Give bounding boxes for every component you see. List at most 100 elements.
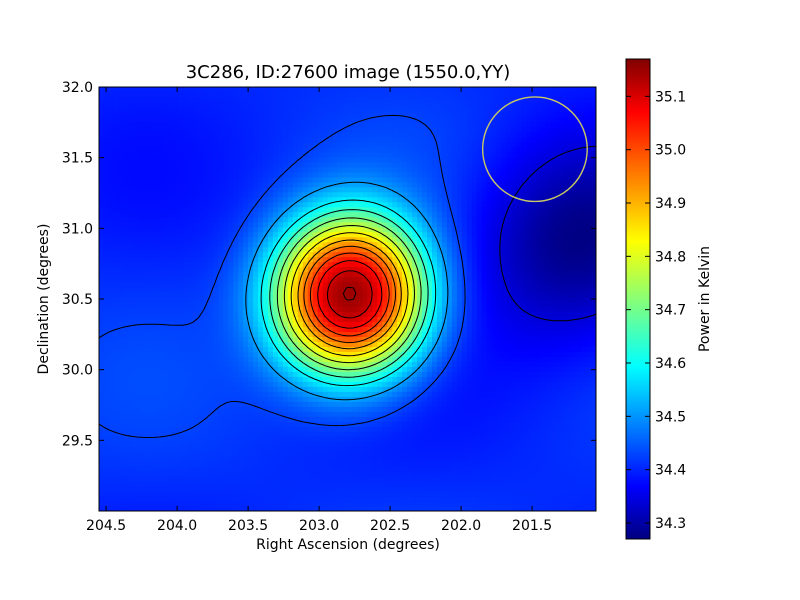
heatmap-cell (287, 106, 294, 113)
heatmap-cell (347, 441, 354, 447)
heatmap-cell (113, 221, 120, 228)
heatmap-cell (347, 351, 354, 357)
heatmap-cell (263, 386, 269, 392)
heatmap-cell (342, 371, 349, 377)
heatmap-cell (292, 481, 299, 487)
heatmap-cell (123, 371, 130, 377)
heatmap-cell (99, 161, 105, 168)
heatmap-cell (248, 131, 254, 138)
heatmap-cell (312, 236, 319, 243)
heatmap-cell (377, 286, 383, 293)
heatmap-cell (143, 476, 150, 482)
heatmap-cell (118, 386, 125, 392)
heatmap-cell (193, 476, 199, 482)
heatmap-cell (158, 486, 165, 492)
heatmap-cell (292, 411, 299, 417)
heatmap-cell (183, 126, 190, 133)
heatmap-cell (317, 486, 324, 492)
heatmap-cell (178, 391, 185, 397)
heatmap-cell (238, 481, 244, 487)
heatmap-cell (292, 141, 299, 148)
heatmap-cell (238, 461, 244, 467)
heatmap-cell (133, 206, 140, 213)
heatmap-cell (223, 246, 229, 253)
heatmap-cell (347, 466, 354, 472)
heatmap-cell (113, 421, 120, 427)
heatmap-cell (133, 246, 140, 253)
heatmap-cell (332, 316, 339, 323)
heatmap-cell (173, 141, 180, 148)
heatmap-cell (228, 111, 234, 118)
heatmap-cell (317, 91, 324, 98)
heatmap-cell (193, 416, 199, 422)
heatmap-cell (327, 181, 334, 188)
heatmap-cell (317, 181, 324, 188)
heatmap-cell (138, 306, 145, 313)
heatmap-cell (168, 331, 175, 338)
heatmap-cell (362, 181, 368, 188)
heatmap-cell (113, 296, 120, 303)
heatmap-cell (263, 376, 269, 382)
heatmap-cell (178, 336, 185, 342)
heatmap-cell (377, 341, 383, 347)
heatmap-cell (163, 306, 170, 313)
heatmap-cell (223, 136, 229, 143)
heatmap-cell (218, 221, 224, 228)
heatmap-cell (193, 236, 199, 243)
heatmap-cell (267, 231, 274, 238)
heatmap-cell (108, 216, 115, 223)
heatmap-cell (138, 426, 145, 432)
heatmap-cell (382, 381, 388, 387)
heatmap-cell (297, 396, 304, 402)
heatmap-cell (203, 306, 209, 313)
heatmap-cell (332, 356, 339, 362)
heatmap-cell (253, 121, 259, 128)
heatmap-cell (143, 116, 150, 123)
heatmap-cell (198, 361, 204, 367)
heatmap-cell (277, 311, 284, 318)
heatmap-cell (138, 396, 145, 402)
heatmap-cell (337, 491, 344, 497)
heatmap-cell (248, 481, 254, 487)
heatmap-cell (153, 371, 160, 377)
heatmap-cell (148, 461, 155, 467)
heatmap-cell (158, 481, 165, 487)
heatmap-cell (292, 241, 299, 248)
heatmap-cell (253, 491, 259, 497)
heatmap-cell (158, 266, 165, 273)
heatmap-cell (158, 461, 165, 467)
heatmap-cell (243, 336, 249, 342)
heatmap-cell (297, 281, 304, 288)
heatmap-cell (377, 346, 383, 352)
heatmap-cell (287, 501, 294, 507)
heatmap-cell (143, 431, 150, 437)
heatmap-cell (322, 431, 329, 437)
heatmap-cell (103, 361, 110, 367)
heatmap-cell (248, 216, 254, 223)
heatmap-cell (178, 121, 185, 128)
heatmap-cell (327, 111, 334, 118)
heatmap-cell (337, 406, 344, 412)
heatmap-cell (208, 96, 214, 103)
heatmap-cell (362, 276, 368, 283)
heatmap-cell (168, 466, 175, 472)
heatmap-cell (153, 316, 160, 323)
heatmap-cell (238, 476, 244, 482)
heatmap-cell (307, 426, 314, 432)
heatmap-cell (372, 481, 378, 487)
heatmap-cell (118, 436, 125, 442)
heatmap-cell (128, 161, 135, 168)
heatmap-cell (322, 401, 329, 407)
heatmap-cell (362, 311, 368, 318)
heatmap-cell (317, 426, 324, 432)
heatmap-cell (267, 276, 274, 283)
heatmap-cell (322, 451, 329, 457)
heatmap-cell (282, 486, 289, 492)
heatmap-cell (188, 161, 195, 168)
heatmap-cell (322, 116, 329, 123)
heatmap-cell (332, 506, 339, 511)
heatmap-cell (312, 351, 319, 357)
heatmap-cell (123, 431, 130, 437)
heatmap-cell (158, 156, 165, 163)
heatmap-cell (292, 271, 299, 278)
